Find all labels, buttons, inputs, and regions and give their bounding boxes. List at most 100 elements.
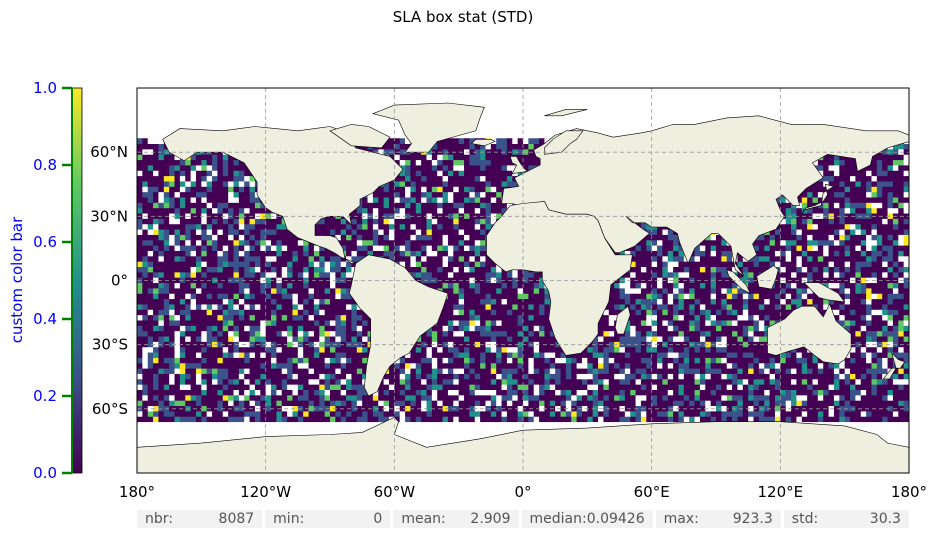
data-cell bbox=[539, 362, 545, 369]
data-cell bbox=[319, 357, 326, 364]
data-cell bbox=[222, 352, 229, 358]
data-cell bbox=[297, 384, 304, 390]
data-cell bbox=[866, 410, 872, 417]
data-cell bbox=[726, 394, 733, 401]
data-cell bbox=[169, 394, 175, 401]
data-cell bbox=[217, 394, 224, 401]
data-cell bbox=[346, 304, 352, 310]
data-cell bbox=[662, 384, 669, 390]
data-cell bbox=[732, 325, 738, 332]
data-cell bbox=[372, 250, 379, 257]
data-cell bbox=[855, 261, 862, 267]
data-cell bbox=[662, 304, 669, 310]
data-cell bbox=[201, 320, 208, 326]
data-cell bbox=[710, 266, 717, 273]
data-cell bbox=[780, 368, 787, 374]
data-cell bbox=[153, 245, 159, 251]
data-cell bbox=[335, 357, 342, 364]
data-cell bbox=[474, 373, 481, 380]
data-cell bbox=[437, 250, 443, 257]
data-cell bbox=[769, 373, 776, 380]
data-cell bbox=[753, 362, 760, 369]
data-cell bbox=[839, 255, 846, 262]
data-cell bbox=[828, 368, 835, 374]
data-cell bbox=[206, 287, 213, 294]
data-cell bbox=[485, 336, 492, 342]
data-cell bbox=[785, 287, 792, 294]
data-cell bbox=[871, 410, 878, 417]
data-cell bbox=[271, 416, 277, 423]
data-cell bbox=[539, 320, 545, 326]
data-cell bbox=[780, 261, 787, 267]
data-cell bbox=[228, 314, 234, 321]
data-cell bbox=[571, 357, 578, 364]
data-cell bbox=[887, 304, 894, 310]
data-cell bbox=[233, 394, 240, 401]
data-cell bbox=[405, 378, 411, 385]
data-cell bbox=[303, 245, 309, 251]
data-cell bbox=[742, 362, 749, 369]
data-cell bbox=[292, 245, 299, 251]
data-cell bbox=[887, 239, 894, 246]
data-cell bbox=[667, 378, 674, 385]
data-cell bbox=[646, 352, 653, 358]
data-cell bbox=[147, 320, 154, 326]
data-cell bbox=[839, 394, 846, 401]
data-cell bbox=[410, 250, 417, 257]
data-cell bbox=[153, 255, 159, 262]
data-cell bbox=[710, 400, 717, 407]
data-cell bbox=[716, 410, 722, 417]
data-cell bbox=[699, 341, 706, 348]
data-cell bbox=[528, 362, 535, 369]
data-cell bbox=[844, 410, 851, 417]
data-cell bbox=[137, 282, 143, 289]
data-cell bbox=[340, 309, 347, 316]
data-cell bbox=[437, 389, 443, 396]
data-cell bbox=[169, 346, 175, 353]
data-cell bbox=[769, 261, 776, 267]
data-cell bbox=[287, 261, 293, 267]
data-cell bbox=[238, 298, 245, 305]
data-cell bbox=[142, 271, 149, 278]
data-cell bbox=[281, 373, 288, 380]
data-cell bbox=[335, 282, 342, 289]
data-cell bbox=[142, 239, 149, 246]
data-cell bbox=[464, 325, 470, 332]
data-cell bbox=[651, 293, 658, 300]
data-cell bbox=[201, 277, 208, 284]
data-cell bbox=[823, 261, 829, 267]
data-cell bbox=[544, 293, 551, 300]
data-cell bbox=[351, 245, 358, 251]
data-cell bbox=[812, 368, 819, 374]
data-cell bbox=[244, 255, 250, 262]
data-cell bbox=[271, 320, 277, 326]
data-cell bbox=[742, 378, 749, 385]
data-cell bbox=[630, 384, 636, 390]
data-cell bbox=[453, 304, 460, 310]
data-cell bbox=[817, 389, 824, 396]
data-cell bbox=[710, 352, 717, 358]
data-cell bbox=[297, 314, 304, 321]
data-cell bbox=[297, 394, 304, 401]
data-cell bbox=[828, 373, 835, 380]
data-cell bbox=[228, 234, 234, 241]
data-cell bbox=[362, 416, 368, 423]
data-cell bbox=[453, 336, 460, 342]
data-cell bbox=[153, 330, 159, 337]
data-cell bbox=[195, 378, 202, 385]
data-cell bbox=[528, 287, 535, 294]
data-cell bbox=[850, 320, 856, 326]
data-cell bbox=[903, 282, 909, 289]
data-cell bbox=[812, 271, 819, 278]
data-cell bbox=[137, 352, 143, 358]
data-cell bbox=[689, 320, 695, 326]
data-cell bbox=[726, 352, 733, 358]
data-cell bbox=[506, 352, 513, 358]
data-cell bbox=[764, 287, 771, 294]
data-cell bbox=[533, 400, 540, 407]
data-cell bbox=[346, 352, 352, 358]
data-cell bbox=[340, 304, 347, 310]
data-cell bbox=[410, 266, 417, 273]
data-cell bbox=[732, 400, 738, 407]
data-cell bbox=[394, 394, 401, 401]
